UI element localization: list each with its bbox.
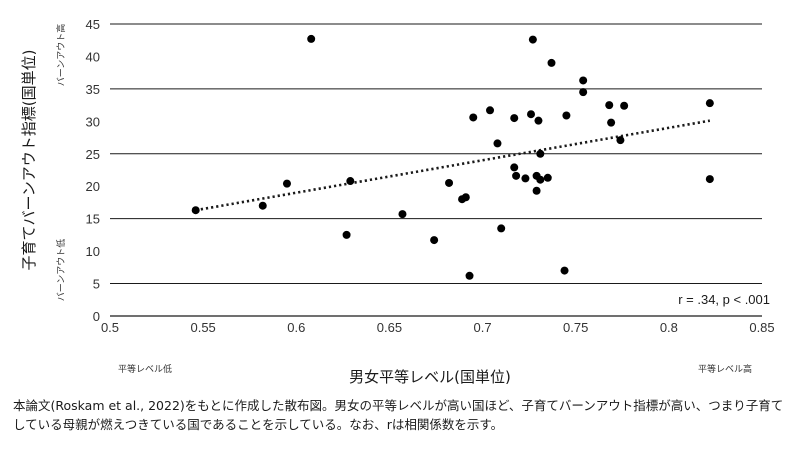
data-point	[560, 266, 569, 275]
scatter-chart: 0 5 10 15 20 25 30 35 40 45 0.5 0.55 0.6 0.65 0.7 0.75…	[20, 17, 775, 386]
data-point	[562, 111, 571, 120]
x-tick-label: 0.7	[474, 320, 492, 335]
y-axis-title: 子育てバーンアウト指標(国単位)	[20, 50, 38, 271]
x-tick-label: 0.5	[101, 320, 119, 335]
data-point	[616, 136, 625, 145]
x-low-label: 平等レベル低	[118, 363, 172, 375]
data-point	[346, 177, 355, 186]
data-point	[536, 149, 545, 158]
x-tick-label: 0.65	[377, 320, 402, 335]
data-point	[282, 179, 291, 188]
data-point	[465, 271, 474, 280]
y-tick-label: 25	[86, 147, 100, 162]
y-tick-label: 5	[93, 277, 100, 292]
data-point	[527, 110, 536, 119]
data-point	[521, 174, 530, 183]
y-high-label: バーンアウト高	[55, 24, 67, 87]
data-points	[191, 34, 714, 280]
data-point	[607, 118, 616, 127]
data-point	[579, 76, 588, 85]
x-high-label: 平等レベル高	[698, 363, 752, 375]
data-point	[497, 224, 506, 233]
y-tick-label: 40	[86, 49, 100, 64]
data-point	[605, 101, 614, 110]
y-tick-label: 45	[86, 17, 100, 32]
data-point	[493, 139, 502, 148]
data-point	[512, 171, 521, 180]
data-point	[258, 201, 267, 210]
x-tick-label: 0.75	[563, 320, 588, 335]
data-point	[469, 113, 478, 122]
x-tick-label: 0.6	[287, 320, 305, 335]
data-point	[445, 178, 454, 187]
y-tick-labels: 0 5 10 15 20 25 30 35 40 45	[86, 17, 100, 324]
data-point	[307, 34, 316, 43]
x-axis-title: 男女平等レベル(国単位)	[349, 368, 511, 386]
y-tick-label: 10	[86, 244, 100, 259]
trendline-path	[195, 119, 711, 212]
y-tick-label: 20	[86, 179, 100, 194]
data-point	[510, 114, 519, 123]
gridlines	[110, 23, 762, 317]
y-tick-label: 30	[86, 114, 100, 129]
data-point	[510, 163, 519, 172]
data-point	[430, 236, 439, 245]
data-point	[534, 116, 543, 125]
data-point	[342, 230, 351, 239]
data-point	[705, 175, 714, 184]
data-point	[532, 186, 541, 195]
data-point	[705, 99, 714, 108]
data-point	[536, 175, 545, 184]
y-tick-label: 35	[86, 82, 100, 97]
data-point	[461, 193, 470, 202]
x-tick-label: 0.85	[749, 320, 774, 335]
x-tick-labels: 0.5 0.55 0.6 0.65 0.7 0.75 0.8 0.85	[101, 320, 775, 335]
data-point	[398, 210, 407, 219]
x-tick-label: 0.8	[660, 320, 678, 335]
y-tick-label: 0	[93, 309, 100, 324]
data-point	[528, 35, 537, 44]
data-point	[543, 173, 552, 182]
trendline	[195, 119, 711, 212]
x-tick-label: 0.55	[190, 320, 215, 335]
correlation-label: r = .34, p < .001	[678, 292, 770, 307]
figure-caption: 本論文(Roskam et al., 2022)をもとに作成した散布図。男女の平…	[13, 398, 784, 432]
data-point	[620, 101, 629, 110]
data-point	[547, 58, 556, 67]
data-point	[191, 206, 200, 215]
data-point	[579, 88, 588, 97]
y-low-label: バーンアウト低	[55, 239, 67, 302]
y-tick-label: 15	[86, 212, 100, 227]
data-point	[486, 106, 495, 115]
